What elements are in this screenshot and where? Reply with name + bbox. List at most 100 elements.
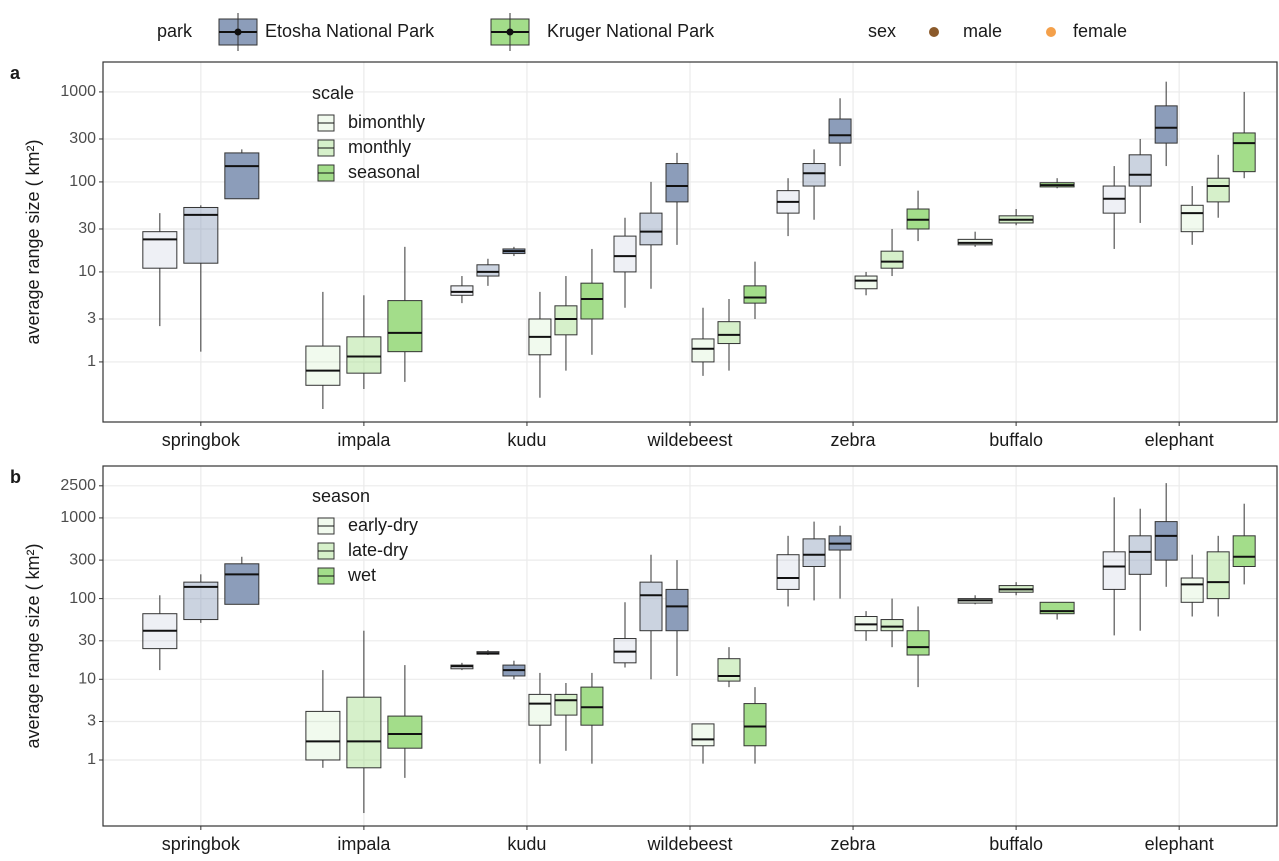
y-tick-label: 1 xyxy=(87,751,96,768)
x-tick-label: zebra xyxy=(831,834,877,854)
box xyxy=(1206,551,1230,600)
x-tick-label: buffalo xyxy=(989,430,1043,450)
plot-border xyxy=(102,61,1278,423)
x-tick-label: buffalo xyxy=(989,834,1043,854)
legend-label: wet xyxy=(347,565,376,585)
plot-border xyxy=(102,465,1278,827)
y-axis-label: average range size ( km²) xyxy=(23,139,43,344)
box xyxy=(828,118,852,144)
x-tick-label: kudu xyxy=(507,834,546,854)
box xyxy=(387,715,423,749)
box xyxy=(639,581,663,632)
y-axis-label: average range size ( km²) xyxy=(23,543,43,748)
x-tick-label: wildebeest xyxy=(646,834,732,854)
box xyxy=(224,152,260,200)
box xyxy=(528,693,552,726)
box xyxy=(639,212,663,246)
box xyxy=(224,563,260,605)
box xyxy=(854,275,878,290)
box xyxy=(305,345,341,386)
legend-label: bimonthly xyxy=(348,112,425,132)
sex-legend-dot xyxy=(1046,27,1056,37)
sex-legend-dot xyxy=(929,27,939,37)
box xyxy=(580,686,604,726)
panel-label: b xyxy=(10,467,21,487)
box xyxy=(305,710,341,761)
box xyxy=(802,538,826,567)
box xyxy=(1128,535,1152,575)
box xyxy=(1232,132,1256,173)
y-tick-label: 30 xyxy=(78,632,96,649)
sex-legend-title: sex xyxy=(868,21,896,41)
box xyxy=(1102,551,1126,590)
box xyxy=(691,338,715,363)
legend-label: early-dry xyxy=(348,515,418,535)
box xyxy=(743,703,767,747)
park-legend-dot xyxy=(234,28,242,36)
park-legend-label: Kruger National Park xyxy=(547,21,715,41)
y-tick-label: 10 xyxy=(78,263,96,280)
box xyxy=(1180,204,1204,233)
x-tick-label: elephant xyxy=(1145,834,1214,854)
y-tick-label: 3 xyxy=(87,310,96,327)
y-tick-label: 100 xyxy=(69,590,96,607)
box xyxy=(717,321,741,345)
y-tick-label: 2500 xyxy=(60,477,96,494)
x-tick-label: springbok xyxy=(162,834,241,854)
box xyxy=(554,693,578,716)
box xyxy=(183,581,219,621)
x-tick-label: springbok xyxy=(162,430,241,450)
park-legend-label: Etosha National Park xyxy=(265,21,435,41)
box xyxy=(691,723,715,747)
x-tick-label: impala xyxy=(337,834,391,854)
y-tick-label: 100 xyxy=(69,173,96,190)
x-tick-label: elephant xyxy=(1145,430,1214,450)
box xyxy=(346,336,382,374)
box xyxy=(802,163,826,187)
legend-label: late-dry xyxy=(348,540,408,560)
y-tick-label: 1 xyxy=(87,353,96,370)
y-tick-label: 300 xyxy=(69,130,96,147)
box xyxy=(776,554,800,590)
legend-title: scale xyxy=(312,83,354,103)
x-tick-label: zebra xyxy=(831,430,877,450)
box xyxy=(1154,521,1178,561)
park-legend-title: park xyxy=(157,21,193,41)
y-tick-label: 1000 xyxy=(60,509,96,526)
box xyxy=(142,231,178,269)
legend-label: monthly xyxy=(348,137,411,157)
box xyxy=(1039,601,1075,615)
y-tick-label: 30 xyxy=(78,220,96,237)
panel-label: a xyxy=(10,63,21,83)
box xyxy=(346,696,382,769)
box xyxy=(1180,577,1204,603)
box xyxy=(1206,177,1230,203)
box xyxy=(183,206,219,264)
box xyxy=(1232,535,1256,567)
box xyxy=(476,264,500,277)
x-tick-label: impala xyxy=(337,430,391,450)
box xyxy=(554,305,578,336)
sex-legend-label: female xyxy=(1073,21,1127,41)
legend-title: season xyxy=(312,486,370,506)
x-tick-label: kudu xyxy=(507,430,546,450)
box xyxy=(906,630,930,656)
box xyxy=(743,285,767,304)
x-tick-label: wildebeest xyxy=(646,430,732,450)
box xyxy=(717,658,741,682)
box xyxy=(1128,154,1152,187)
box xyxy=(880,619,904,632)
box xyxy=(665,163,689,203)
park-legend-dot xyxy=(506,28,514,36)
box xyxy=(1154,105,1178,144)
legend-label: seasonal xyxy=(348,162,420,182)
y-tick-label: 300 xyxy=(69,551,96,568)
box xyxy=(665,588,689,632)
box xyxy=(880,250,904,269)
box xyxy=(613,235,637,273)
box xyxy=(450,285,474,296)
box xyxy=(387,300,423,353)
y-tick-label: 10 xyxy=(78,671,96,688)
box xyxy=(580,282,604,320)
